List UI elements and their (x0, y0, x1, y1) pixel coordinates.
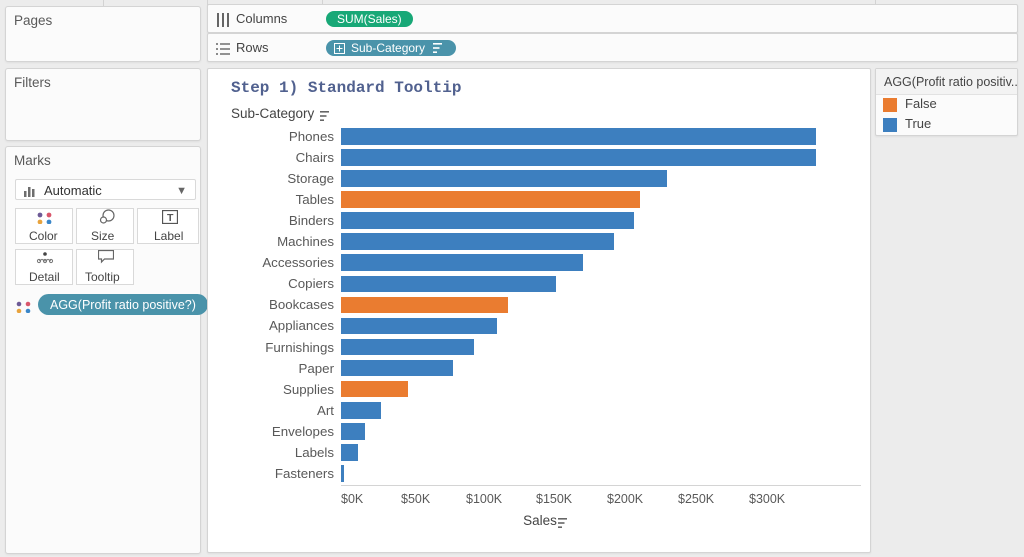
svg-text:T: T (167, 212, 174, 224)
